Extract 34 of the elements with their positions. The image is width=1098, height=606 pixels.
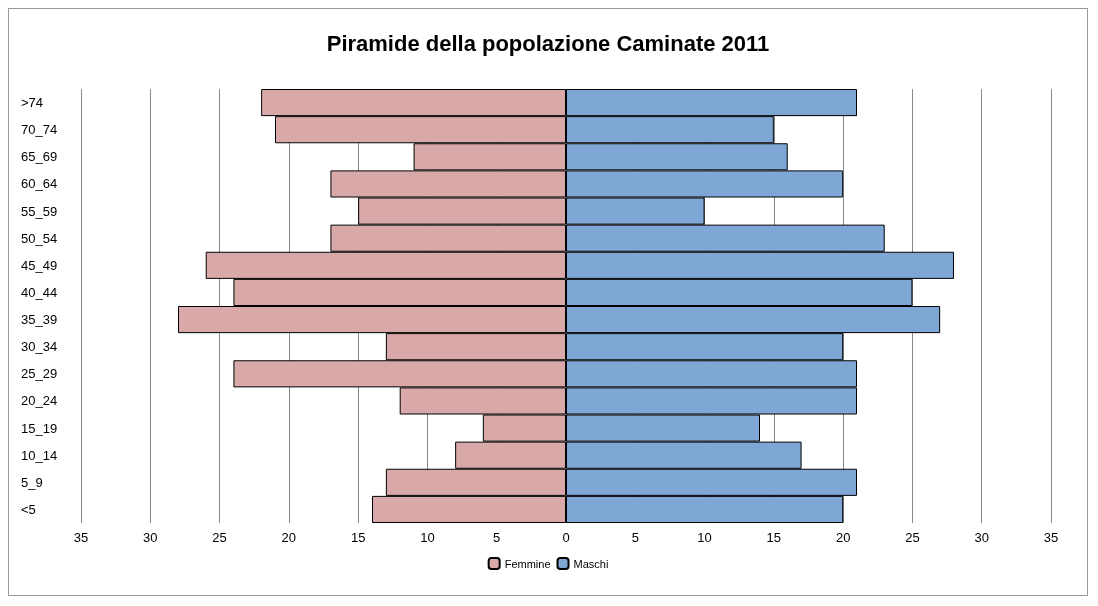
y-tick-label: 70_74	[21, 122, 58, 138]
legend-label: Femmine	[504, 557, 551, 570]
x-tick-label: 0	[562, 530, 570, 545]
y-tick-label: <5	[21, 501, 36, 517]
y-tick-label: 50_54	[21, 230, 58, 246]
x-tick-label: 35	[73, 530, 89, 545]
y-tick-label: 60_64	[21, 176, 58, 192]
x-tick-label: 15	[350, 530, 366, 545]
x-tick-label: 35	[1043, 530, 1059, 545]
x-tick-label: 20	[835, 530, 851, 545]
x-tick-label: 30	[974, 530, 989, 545]
x-tick-label: 25	[212, 530, 227, 545]
y-tick-label: 65_69	[21, 149, 58, 165]
y-tick-label: 15_19	[21, 420, 58, 436]
x-tick-label: 5	[631, 530, 639, 545]
x-tick-label: 10	[420, 530, 435, 545]
y-tick-label: >74	[21, 95, 44, 111]
x-tick-label: 5	[493, 530, 501, 545]
y-tick-label: 55_59	[21, 203, 58, 219]
x-tick-label: 15	[766, 530, 782, 545]
chart-title: Piramide della popolazione Caminate 2011	[326, 30, 770, 56]
y-tick-label: 5_9	[21, 474, 43, 490]
x-tick-label: 20	[281, 530, 297, 545]
y-tick-label: 25_29	[21, 366, 58, 382]
y-tick-label: 10_14	[21, 447, 58, 463]
y-tick-label: 20_24	[21, 393, 58, 409]
legend-label: Maschi	[573, 557, 609, 570]
x-tick-label: 25	[905, 530, 920, 545]
y-tick-label: 45_49	[21, 257, 58, 273]
y-tick-label: 30_34	[21, 339, 58, 355]
x-tick-label: 10	[697, 530, 712, 545]
x-tick-label: 30	[143, 530, 158, 545]
y-tick-label: 40_44	[21, 284, 58, 300]
y-tick-label: 35_39	[21, 312, 58, 328]
